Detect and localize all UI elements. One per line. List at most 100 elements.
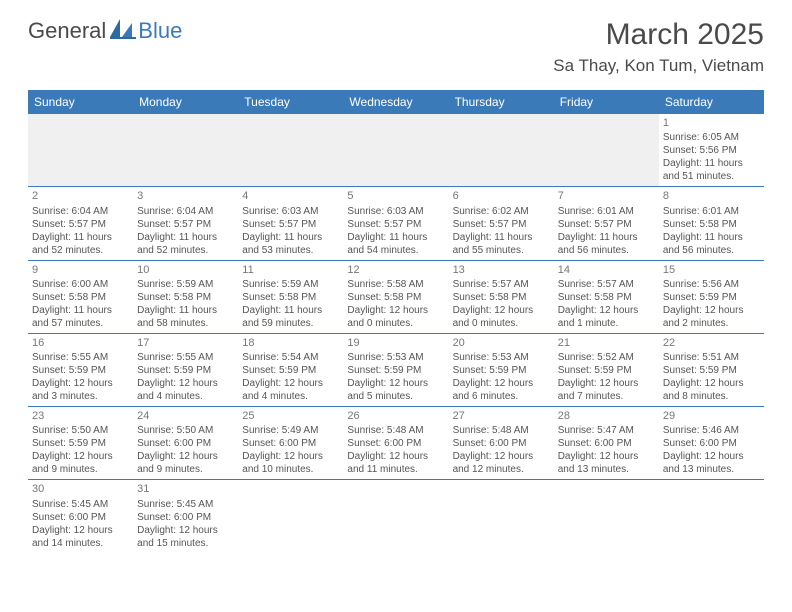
sunset-text: Sunset: 6:00 PM (558, 437, 655, 450)
day-header: Monday (133, 90, 238, 114)
logo-text-dark: General (28, 18, 106, 44)
daylight-text: Daylight: 12 hours and 13 minutes. (558, 450, 655, 476)
day-header: Tuesday (238, 90, 343, 114)
daylight-text: Daylight: 12 hours and 12 minutes. (453, 450, 550, 476)
daylight-text: Daylight: 11 hours and 52 minutes. (137, 231, 234, 257)
calendar-day-cell: 2Sunrise: 6:04 AMSunset: 5:57 PMDaylight… (28, 187, 133, 260)
day-number: 9 (32, 263, 129, 277)
calendar-day-cell (343, 480, 448, 553)
sunset-text: Sunset: 5:59 PM (453, 364, 550, 377)
day-number: 16 (32, 336, 129, 350)
day-number: 11 (242, 263, 339, 277)
sunrise-text: Sunrise: 5:47 AM (558, 424, 655, 437)
sunrise-text: Sunrise: 5:58 AM (347, 278, 444, 291)
day-number: 21 (558, 336, 655, 350)
sunset-text: Sunset: 5:57 PM (32, 218, 129, 231)
logo-text-blue: Blue (138, 18, 182, 44)
calendar-day-cell: 22Sunrise: 5:51 AMSunset: 5:59 PMDayligh… (659, 333, 764, 406)
sunrise-text: Sunrise: 5:56 AM (663, 278, 760, 291)
daylight-text: Daylight: 12 hours and 1 minute. (558, 304, 655, 330)
daylight-text: Daylight: 11 hours and 59 minutes. (242, 304, 339, 330)
calendar-day-cell: 16Sunrise: 5:55 AMSunset: 5:59 PMDayligh… (28, 333, 133, 406)
day-number: 25 (242, 409, 339, 423)
sunrise-text: Sunrise: 5:50 AM (137, 424, 234, 437)
sunset-text: Sunset: 5:59 PM (242, 364, 339, 377)
calendar-day-cell: 8Sunrise: 6:01 AMSunset: 5:58 PMDaylight… (659, 187, 764, 260)
sunset-text: Sunset: 5:57 PM (558, 218, 655, 231)
sunset-text: Sunset: 5:58 PM (453, 291, 550, 304)
day-number: 17 (137, 336, 234, 350)
daylight-text: Daylight: 12 hours and 2 minutes. (663, 304, 760, 330)
day-number: 18 (242, 336, 339, 350)
sunrise-text: Sunrise: 5:46 AM (663, 424, 760, 437)
day-number: 3 (137, 189, 234, 203)
sunrise-text: Sunrise: 6:04 AM (137, 205, 234, 218)
sunset-text: Sunset: 5:58 PM (663, 218, 760, 231)
sunset-text: Sunset: 5:57 PM (347, 218, 444, 231)
sunset-text: Sunset: 5:59 PM (663, 364, 760, 377)
sunset-text: Sunset: 5:59 PM (347, 364, 444, 377)
daylight-text: Daylight: 11 hours and 55 minutes. (453, 231, 550, 257)
calendar-day-cell: 21Sunrise: 5:52 AMSunset: 5:59 PMDayligh… (554, 333, 659, 406)
logo-sail-icon (110, 19, 136, 44)
calendar-day-cell (238, 114, 343, 187)
calendar-day-cell: 13Sunrise: 5:57 AMSunset: 5:58 PMDayligh… (449, 260, 554, 333)
calendar-day-cell: 15Sunrise: 5:56 AMSunset: 5:59 PMDayligh… (659, 260, 764, 333)
calendar-day-cell: 27Sunrise: 5:48 AMSunset: 6:00 PMDayligh… (449, 407, 554, 480)
sunset-text: Sunset: 6:00 PM (242, 437, 339, 450)
day-number: 14 (558, 263, 655, 277)
sunset-text: Sunset: 5:57 PM (137, 218, 234, 231)
daylight-text: Daylight: 12 hours and 13 minutes. (663, 450, 760, 476)
sunset-text: Sunset: 5:58 PM (242, 291, 339, 304)
calendar-day-cell: 17Sunrise: 5:55 AMSunset: 5:59 PMDayligh… (133, 333, 238, 406)
day-number: 30 (32, 482, 129, 496)
calendar-week: 9Sunrise: 6:00 AMSunset: 5:58 PMDaylight… (28, 260, 764, 333)
sunrise-text: Sunrise: 6:04 AM (32, 205, 129, 218)
calendar-day-cell: 9Sunrise: 6:00 AMSunset: 5:58 PMDaylight… (28, 260, 133, 333)
header: General Blue March 2025 Sa Thay, Kon Tum… (0, 0, 792, 84)
sunrise-text: Sunrise: 5:57 AM (558, 278, 655, 291)
sunset-text: Sunset: 6:00 PM (137, 511, 234, 524)
daylight-text: Daylight: 12 hours and 4 minutes. (137, 377, 234, 403)
calendar-day-cell (449, 114, 554, 187)
calendar-day-cell (554, 114, 659, 187)
calendar-day-cell: 4Sunrise: 6:03 AMSunset: 5:57 PMDaylight… (238, 187, 343, 260)
day-number: 27 (453, 409, 550, 423)
sunrise-text: Sunrise: 5:51 AM (663, 351, 760, 364)
day-header: Wednesday (343, 90, 448, 114)
day-number: 24 (137, 409, 234, 423)
calendar-day-cell: 31Sunrise: 5:45 AMSunset: 6:00 PMDayligh… (133, 480, 238, 553)
calendar-week: 2Sunrise: 6:04 AMSunset: 5:57 PMDaylight… (28, 187, 764, 260)
calendar-day-cell: 1Sunrise: 6:05 AMSunset: 5:56 PMDaylight… (659, 114, 764, 187)
title-block: March 2025 Sa Thay, Kon Tum, Vietnam (553, 18, 764, 76)
calendar-day-cell: 26Sunrise: 5:48 AMSunset: 6:00 PMDayligh… (343, 407, 448, 480)
calendar-day-cell (659, 480, 764, 553)
day-number: 13 (453, 263, 550, 277)
sunset-text: Sunset: 5:59 PM (32, 364, 129, 377)
daylight-text: Daylight: 11 hours and 54 minutes. (347, 231, 444, 257)
sunrise-text: Sunrise: 6:00 AM (32, 278, 129, 291)
sunset-text: Sunset: 5:59 PM (558, 364, 655, 377)
sunrise-text: Sunrise: 5:48 AM (453, 424, 550, 437)
daylight-text: Daylight: 12 hours and 0 minutes. (347, 304, 444, 330)
calendar-week: 23Sunrise: 5:50 AMSunset: 5:59 PMDayligh… (28, 407, 764, 480)
calendar-day-cell (449, 480, 554, 553)
calendar-day-cell: 11Sunrise: 5:59 AMSunset: 5:58 PMDayligh… (238, 260, 343, 333)
day-header: Saturday (659, 90, 764, 114)
daylight-text: Daylight: 11 hours and 51 minutes. (663, 157, 760, 183)
sunset-text: Sunset: 5:58 PM (137, 291, 234, 304)
sunset-text: Sunset: 6:00 PM (137, 437, 234, 450)
sunset-text: Sunset: 5:56 PM (663, 144, 760, 157)
daylight-text: Daylight: 11 hours and 53 minutes. (242, 231, 339, 257)
sunrise-text: Sunrise: 5:49 AM (242, 424, 339, 437)
sunrise-text: Sunrise: 5:45 AM (137, 498, 234, 511)
sunrise-text: Sunrise: 6:01 AM (663, 205, 760, 218)
calendar-day-cell: 19Sunrise: 5:53 AMSunset: 5:59 PMDayligh… (343, 333, 448, 406)
sunrise-text: Sunrise: 5:48 AM (347, 424, 444, 437)
calendar-week: 30Sunrise: 5:45 AMSunset: 6:00 PMDayligh… (28, 480, 764, 553)
day-number: 10 (137, 263, 234, 277)
daylight-text: Daylight: 11 hours and 56 minutes. (558, 231, 655, 257)
day-number: 23 (32, 409, 129, 423)
sunrise-text: Sunrise: 5:55 AM (137, 351, 234, 364)
sunset-text: Sunset: 5:58 PM (558, 291, 655, 304)
